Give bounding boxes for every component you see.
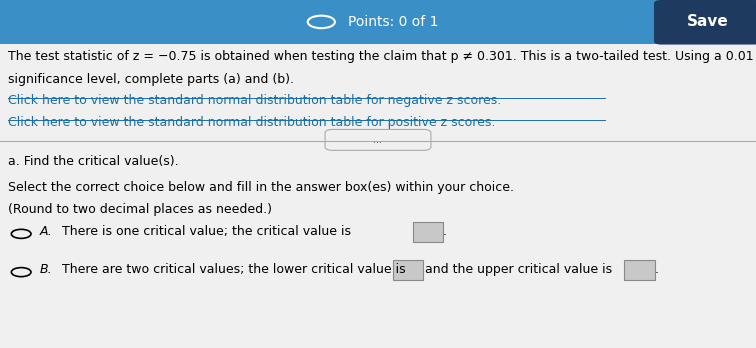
Text: The test statistic of z = −0.75 is obtained when testing the claim that p ≠ 0.30: The test statistic of z = −0.75 is obtai… <box>8 50 753 63</box>
FancyBboxPatch shape <box>325 129 431 150</box>
Text: and the upper critical value is: and the upper critical value is <box>425 263 612 276</box>
FancyBboxPatch shape <box>0 0 756 44</box>
Text: a. Find the critical value(s).: a. Find the critical value(s). <box>8 155 178 168</box>
Text: There is one critical value; the critical value is: There is one critical value; the critica… <box>62 225 351 238</box>
Text: (Round to two decimal places as needed.): (Round to two decimal places as needed.) <box>8 203 271 215</box>
Text: significance level, complete parts (a) and (b).: significance level, complete parts (a) a… <box>8 73 293 86</box>
Text: There are two critical values; the lower critical value is: There are two critical values; the lower… <box>62 263 406 276</box>
Text: .: . <box>655 263 658 276</box>
Text: ...: ... <box>373 135 383 145</box>
FancyBboxPatch shape <box>413 222 443 242</box>
Text: Points: 0 of 1: Points: 0 of 1 <box>348 15 438 29</box>
Text: .: . <box>443 225 447 238</box>
Text: Click here to view the standard normal distribution table for negative z scores.: Click here to view the standard normal d… <box>8 94 500 107</box>
Text: Click here to view the standard normal distribution table for positive z scores.: Click here to view the standard normal d… <box>8 116 495 128</box>
FancyBboxPatch shape <box>393 260 423 280</box>
FancyBboxPatch shape <box>654 0 756 45</box>
Text: B.: B. <box>39 263 52 276</box>
Text: Select the correct choice below and fill in the answer box(es) within your choic: Select the correct choice below and fill… <box>8 181 513 194</box>
Text: Save: Save <box>686 14 729 30</box>
Text: A.: A. <box>39 225 52 238</box>
FancyBboxPatch shape <box>624 260 655 280</box>
